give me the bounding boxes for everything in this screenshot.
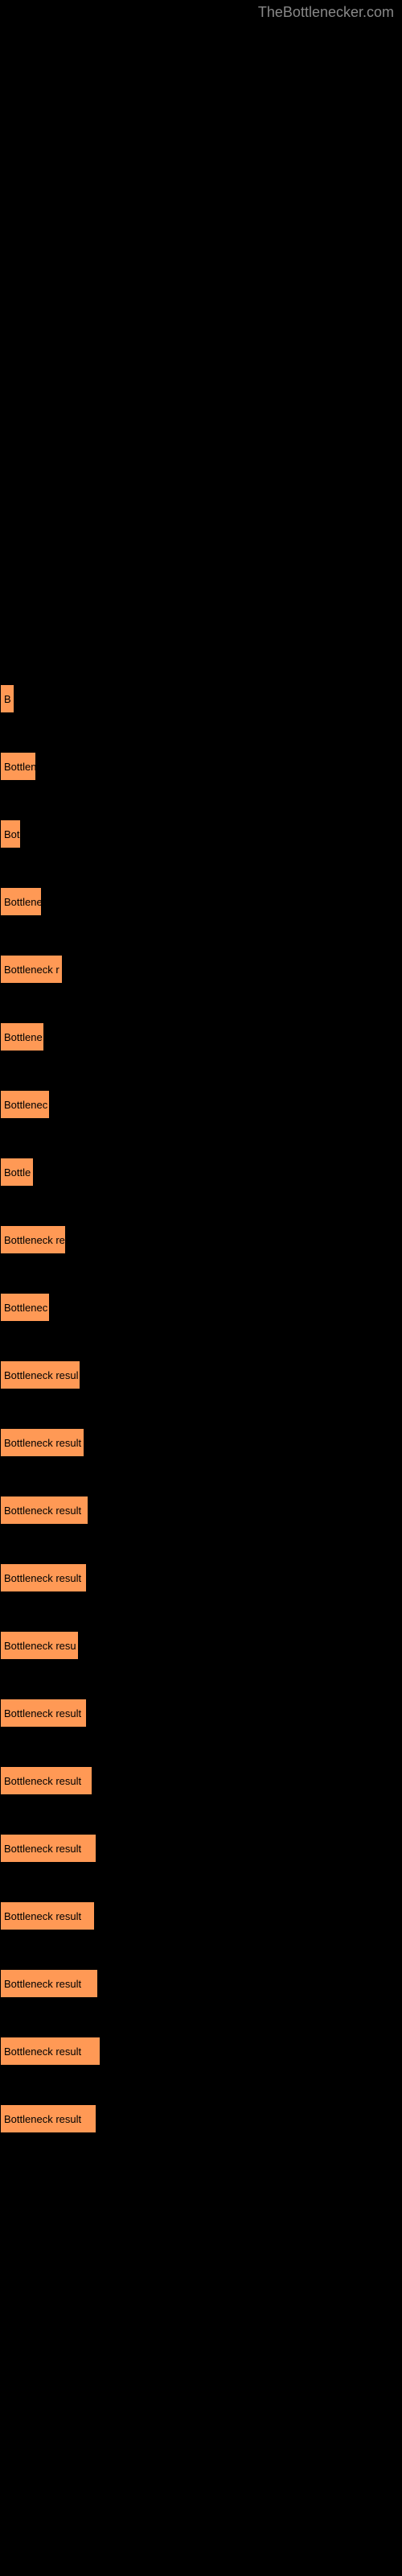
bar-row: Bottleneck result [0,1563,402,1592]
bar-label: Bottleneck result [4,2046,81,2058]
bar-chart: B Bottlen Bot Bottlene Bottleneck r Bottlene B… [0,0,402,2212]
bar-row: Bot [0,819,402,848]
bar-row: Bottleneck r [0,955,402,984]
bar-row: Bottlenec [0,1293,402,1322]
bar-label: Bottleneck result [4,1775,81,1787]
bar-row: Bottleneck result [0,1834,402,1863]
bar-row: Bottleneck result [0,1428,402,1457]
bar-row: Bottleneck resul [0,1360,402,1389]
bar: Bottleneck resul [0,1360,80,1389]
bar: Bottleneck result [0,1901,95,1930]
bar: Bot [0,819,21,848]
bar-row: Bottlene [0,1022,402,1051]
bar: Bottlenec [0,1090,50,1119]
bar-label: Bottleneck result [4,1707,81,1719]
bar: Bottleneck result [0,1496,88,1525]
bar-label: Bottleneck r [4,964,59,976]
bar-label: Bottleneck result [4,1978,81,1990]
bar-row: Bottlene [0,887,402,916]
bar-label: Bottleneck result [4,1910,81,1922]
bar-row: Bottleneck result [0,2104,402,2133]
bar: Bottleneck re [0,1225,66,1254]
bar-label: Bottleneck result [4,1843,81,1855]
bar-label: Bottlen [4,761,35,773]
bar-label: Bottleneck resu [4,1640,76,1652]
bar-label: Bottlenec [4,1302,47,1314]
watermark-text: TheBottlenecker.com [258,4,394,21]
bar: Bottleneck result [0,2104,96,2133]
bar-row: Bottleneck resu [0,1631,402,1660]
bar-label: Bottlene [4,896,41,908]
bar-row: Bottleneck result [0,1496,402,1525]
bar: Bottleneck result [0,1428,84,1457]
bar-row: Bottle [0,1158,402,1187]
bar: Bottleneck result [0,1834,96,1863]
bar: B [0,684,14,713]
bar: Bottlenec [0,1293,50,1322]
bar: Bottleneck result [0,1563,87,1592]
bar-label: Bottleneck result [4,1505,81,1517]
bar-label: B [4,693,11,705]
bar-row: Bottleneck result [0,1766,402,1795]
bar-label: Bottlenec [4,1099,47,1111]
bar: Bottle [0,1158,34,1187]
bar: Bottlen [0,752,36,781]
bar-label: Bottlene [4,1031,43,1043]
bar-label: Bottleneck result [4,2113,81,2125]
bar-row: B [0,684,402,713]
bar: Bottleneck result [0,1766,92,1795]
bar: Bottlene [0,887,42,916]
bar-row: Bottleneck result [0,1901,402,1930]
bar-label: Bottle [4,1166,31,1179]
bar-row: Bottlenec [0,1090,402,1119]
bar: Bottleneck result [0,1699,87,1728]
bar: Bottleneck resu [0,1631,79,1660]
bar: Bottleneck r [0,955,63,984]
bar-row: Bottlen [0,752,402,781]
bar-label: Bottleneck resul [4,1369,79,1381]
bar-label: Bot [4,828,20,840]
bar-row: Bottleneck re [0,1225,402,1254]
bar: Bottleneck result [0,1969,98,1998]
bar: Bottlene [0,1022,44,1051]
bar-label: Bottleneck result [4,1572,81,1584]
bar-label: Bottleneck result [4,1437,81,1449]
bar-label: Bottleneck re [4,1234,65,1246]
bar-row: Bottleneck result [0,1969,402,1998]
bar: Bottleneck result [0,2037,100,2066]
bar-row: Bottleneck result [0,2037,402,2066]
bar-row: Bottleneck result [0,1699,402,1728]
